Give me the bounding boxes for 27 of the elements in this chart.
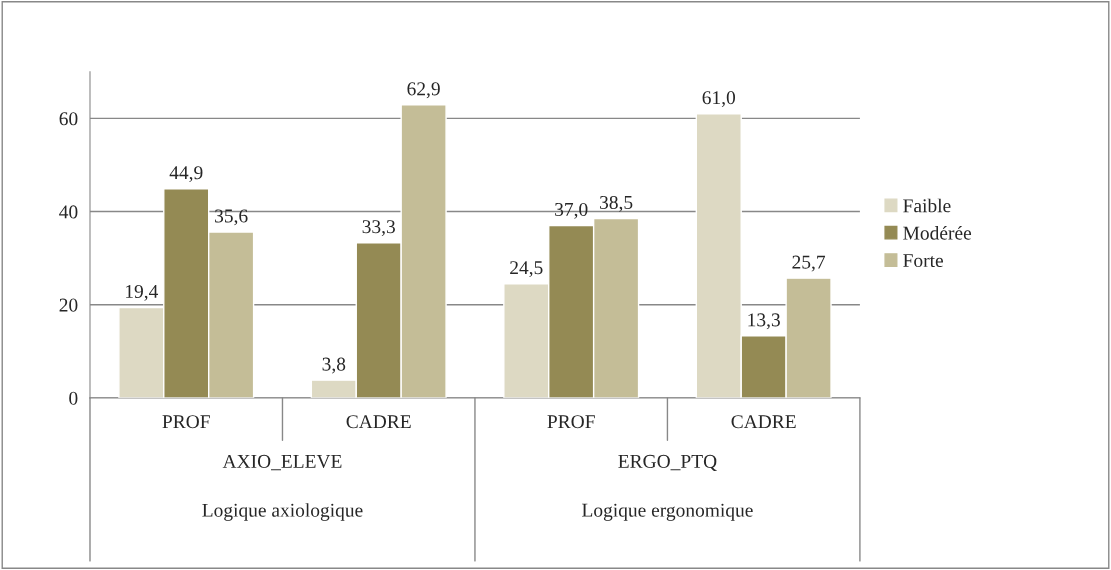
data-label: 61,0: [702, 91, 736, 108]
x-tick-label: CADRE: [346, 415, 411, 429]
data-label: 38,5: [600, 195, 633, 212]
data-label: 33,3: [362, 220, 395, 237]
data-label: 62,9: [407, 82, 440, 99]
text: AXIO_ELEVE: [222, 454, 342, 471]
data-label: 13,3: [748, 313, 780, 330]
x-tick-label: PROF: [162, 415, 210, 429]
data-label: 25,7: [792, 255, 826, 272]
text: Logique axiologique: [202, 503, 363, 521]
text: ERGO_PTQ: [618, 454, 717, 471]
legend-label: Forte: [903, 254, 943, 268]
data-label: 37,0: [555, 202, 588, 219]
y-tick-label: 40: [59, 205, 78, 219]
y-tick-label: 0: [69, 391, 78, 405]
x-tick-label: CADRE: [731, 415, 796, 429]
x-tick-label: PROF: [547, 415, 595, 429]
legend-label: Modérée: [903, 226, 972, 240]
data-label: 35,6: [215, 209, 248, 226]
y-tick-label: 60: [59, 112, 78, 126]
y-tick-label: 20: [59, 298, 78, 312]
data-label: 19,4: [126, 284, 159, 301]
legend-label: Faible: [903, 198, 951, 213]
data-label: 24,5: [510, 261, 543, 278]
data-label: 3,8: [322, 357, 346, 374]
data-label: 44,9: [169, 166, 203, 183]
text: Logique ergonomique: [582, 503, 753, 521]
